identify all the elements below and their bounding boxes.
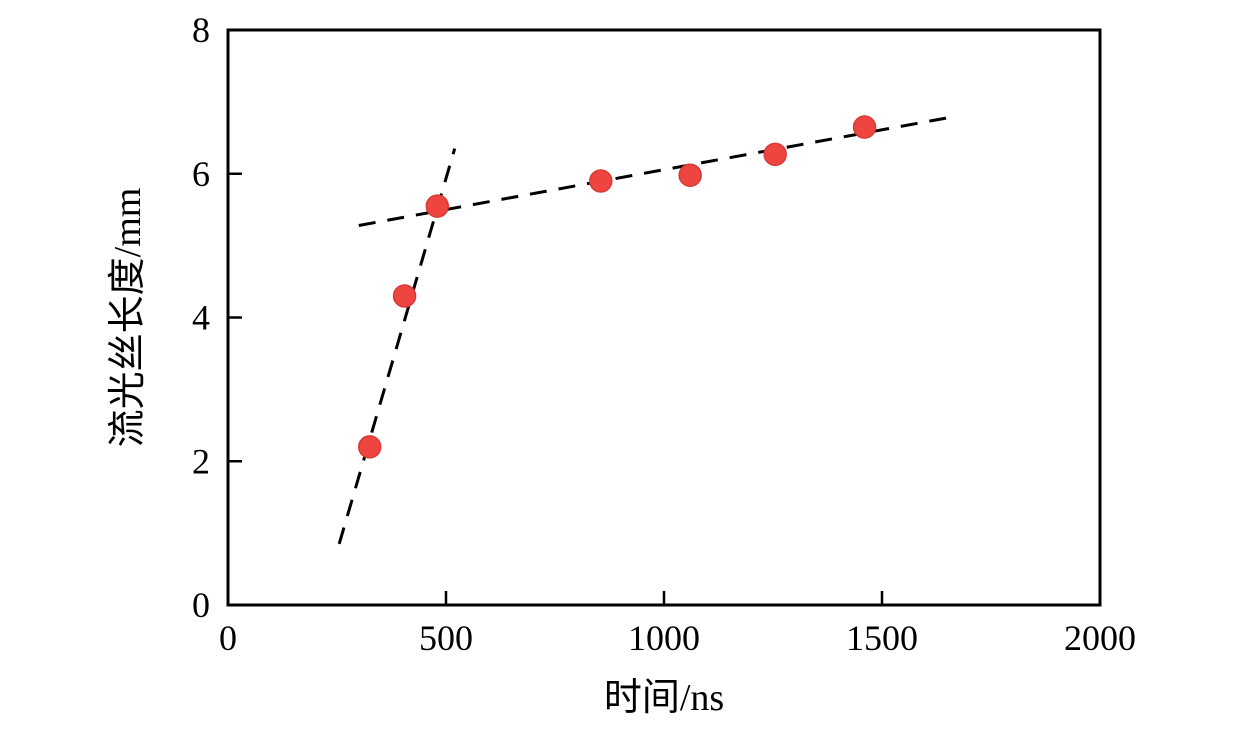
plot-frame [226,28,1102,607]
y-tick-label: 8 [192,10,210,50]
data-point [425,194,450,218]
y-tick-label: 4 [192,298,210,338]
data-point [589,169,613,193]
x-tick-label: 2000 [1064,618,1136,658]
y-axis-title: 流光丝长度/mm [107,188,149,448]
y-tick-label: 6 [192,154,210,194]
y-tick-label: 0 [192,585,210,625]
x-tick-label: 500 [419,618,473,658]
x-tick-label: 0 [219,618,237,658]
data-point [763,142,787,167]
y-tick-label: 2 [192,441,210,481]
data-point [392,284,417,308]
x-axis-title: 时间/ns [604,677,724,719]
data-point [678,163,702,187]
x-tick-label: 1000 [628,618,700,658]
data-point [357,435,382,459]
x-tick-label: 1500 [846,618,918,658]
steep-dashed-fit [337,148,457,545]
data-point [852,115,877,139]
